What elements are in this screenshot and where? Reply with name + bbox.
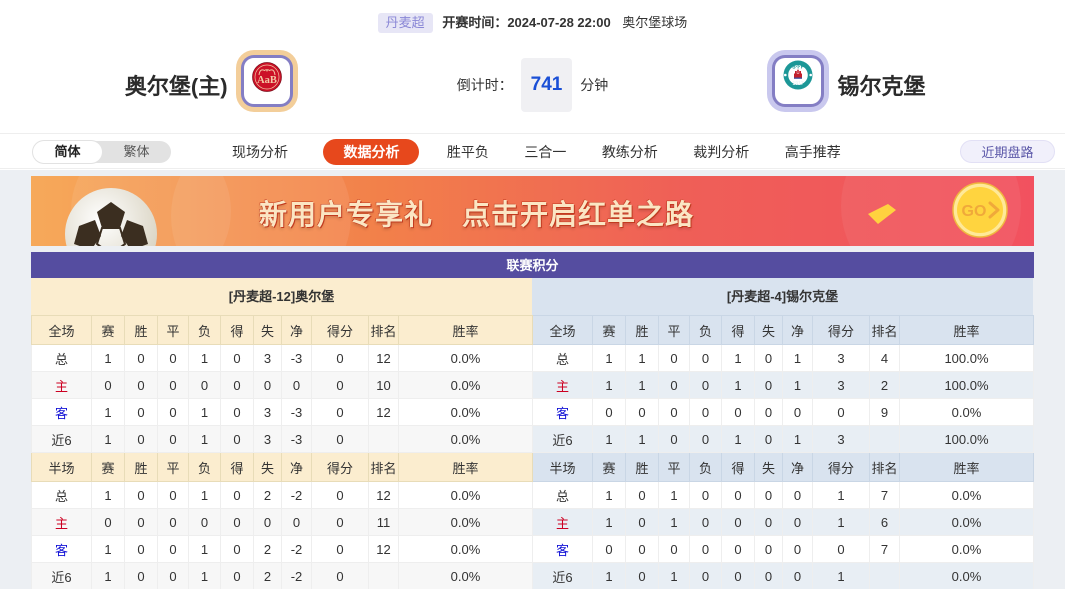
svg-text:GO: GO (962, 203, 987, 220)
svg-text:AaB: AaB (257, 75, 277, 86)
svg-text:1917: 1917 (792, 81, 803, 87)
svg-text:S·I·F: S·I·F (792, 65, 805, 71)
